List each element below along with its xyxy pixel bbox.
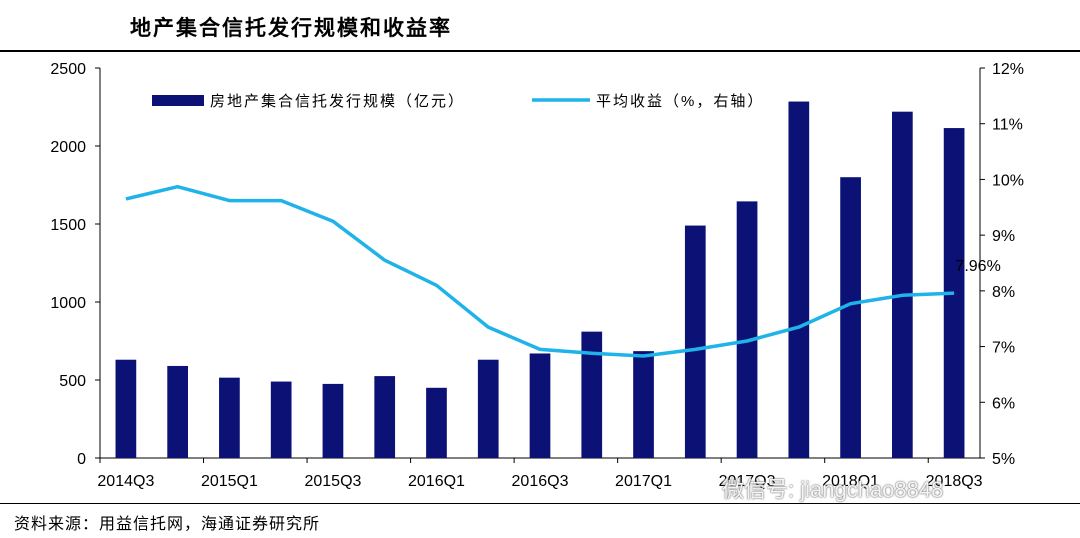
source-note: 资料来源：用益信托网，海通证券研究所: [14, 514, 321, 533]
y-left-tick-label: 1000: [50, 295, 86, 312]
y-left-tick-label: 1500: [50, 217, 86, 234]
y-left-tick-label: 2500: [50, 61, 86, 78]
legend-label-line: 平均收益（%，右轴）: [596, 93, 764, 110]
bar: [374, 376, 396, 458]
x-tick-label: 2018Q3: [926, 473, 983, 490]
x-tick-label: 2014Q3: [97, 473, 154, 490]
legend-label-bars: 房地产集合信托发行规模（亿元）: [210, 93, 465, 110]
y-right-tick-label: 11%: [992, 117, 1023, 134]
x-tick-label: 2016Q1: [408, 473, 465, 490]
y-left-tick-label: 500: [59, 373, 86, 390]
bar: [788, 101, 810, 458]
bar: [736, 201, 758, 458]
bar: [426, 387, 447, 458]
y-right-tick-label: 9%: [992, 228, 1015, 245]
title-divider: [0, 50, 1080, 52]
y-right-tick-label: 6%: [992, 395, 1015, 412]
y-left-tick-label: 2000: [50, 139, 86, 156]
x-tick-label: 2018Q1: [822, 473, 879, 490]
y-right-tick-label: 7%: [992, 340, 1015, 357]
bar: [477, 359, 499, 458]
y-right-tick-label: 5%: [992, 451, 1015, 468]
y-right-tick-label: 12%: [992, 61, 1024, 78]
bar: [840, 177, 861, 458]
bar: [115, 359, 137, 458]
x-tick-label: 2015Q3: [304, 473, 361, 490]
x-tick-label: 2015Q1: [201, 473, 258, 490]
line-series-yield: [125, 184, 955, 358]
x-tick-label: 2017Q1: [615, 473, 672, 490]
x-tick-label: 2017Q3: [719, 473, 776, 490]
chart: 0 500 1000 1500 2000 2500 5% 6% 7% 8% 9% 10% 11% 12% 2…: [50, 61, 1024, 490]
bar: [581, 331, 603, 458]
bar: [684, 225, 706, 458]
bar: [529, 353, 551, 458]
bar: [892, 111, 913, 459]
bar: [270, 381, 292, 458]
y-right-tick-label: 10%: [992, 172, 1024, 189]
legend-swatch-bars: [152, 95, 204, 106]
bar: [633, 351, 654, 458]
y-right-tick-label: 8%: [992, 284, 1015, 301]
bar: [167, 365, 188, 458]
x-tick-label: 2016Q3: [512, 473, 569, 490]
bar: [322, 383, 344, 458]
y-left-tick-label: 0: [77, 451, 86, 468]
data-label-last: 7.96%: [955, 258, 1000, 275]
chart-title: 地产集合信托发行规模和收益率: [130, 16, 452, 40]
bar: [219, 377, 240, 458]
source-divider: [0, 503, 1080, 504]
watermark: 微信号: jiangchao8848: [722, 477, 944, 502]
